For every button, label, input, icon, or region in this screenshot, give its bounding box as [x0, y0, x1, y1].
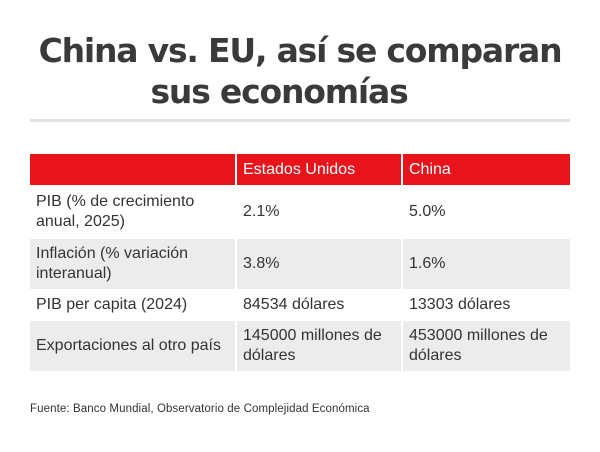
row-label: PIB (% de crecimiento anual, 2025) [36, 193, 195, 230]
header-cell-empty [30, 154, 235, 185]
table-row: PIB (% de crecimiento anual, 2025) 2.1% … [30, 187, 570, 237]
row-label: Inflación (% variación interanual) [36, 245, 189, 282]
row-label: PIB per capita (2024) [36, 296, 188, 313]
china-value: 13303 dólares [401, 291, 570, 319]
us-value: 145000 millones de dólares [235, 321, 401, 371]
us-value: 2.1% [235, 187, 401, 237]
header-cell-us: Estados Unidos [235, 154, 401, 185]
china-value: 453000 millones de dólares [401, 321, 570, 371]
us-value: 84534 dólares [235, 291, 401, 319]
us-value: 3.8% [235, 239, 401, 289]
source-note: Fuente: Banco Mundial, Observatorio de C… [30, 403, 370, 415]
row-label: Exportaciones al otro país [36, 337, 221, 354]
title-line-2: sus economías [150, 72, 408, 111]
page-title: China vs. EU, así se comparan sus econom… [0, 30, 600, 112]
comparison-table: Estados Unidos China PIB (% de crecimien… [30, 154, 570, 371]
table-header-row: Estados Unidos China [30, 154, 570, 185]
china-value: 1.6% [401, 239, 570, 289]
table-row: Inflación (% variación interanual) 3.8% … [30, 239, 570, 289]
china-value: 5.0% [401, 187, 570, 237]
title-line-1: China vs. EU, así se comparan [38, 31, 563, 70]
table-row: PIB per capita (2024) 84534 dólares 1330… [30, 291, 570, 319]
header-cell-china: China [401, 154, 570, 185]
title-divider [30, 119, 570, 122]
table-row: Exportaciones al otro país 145000 millon… [30, 321, 570, 371]
